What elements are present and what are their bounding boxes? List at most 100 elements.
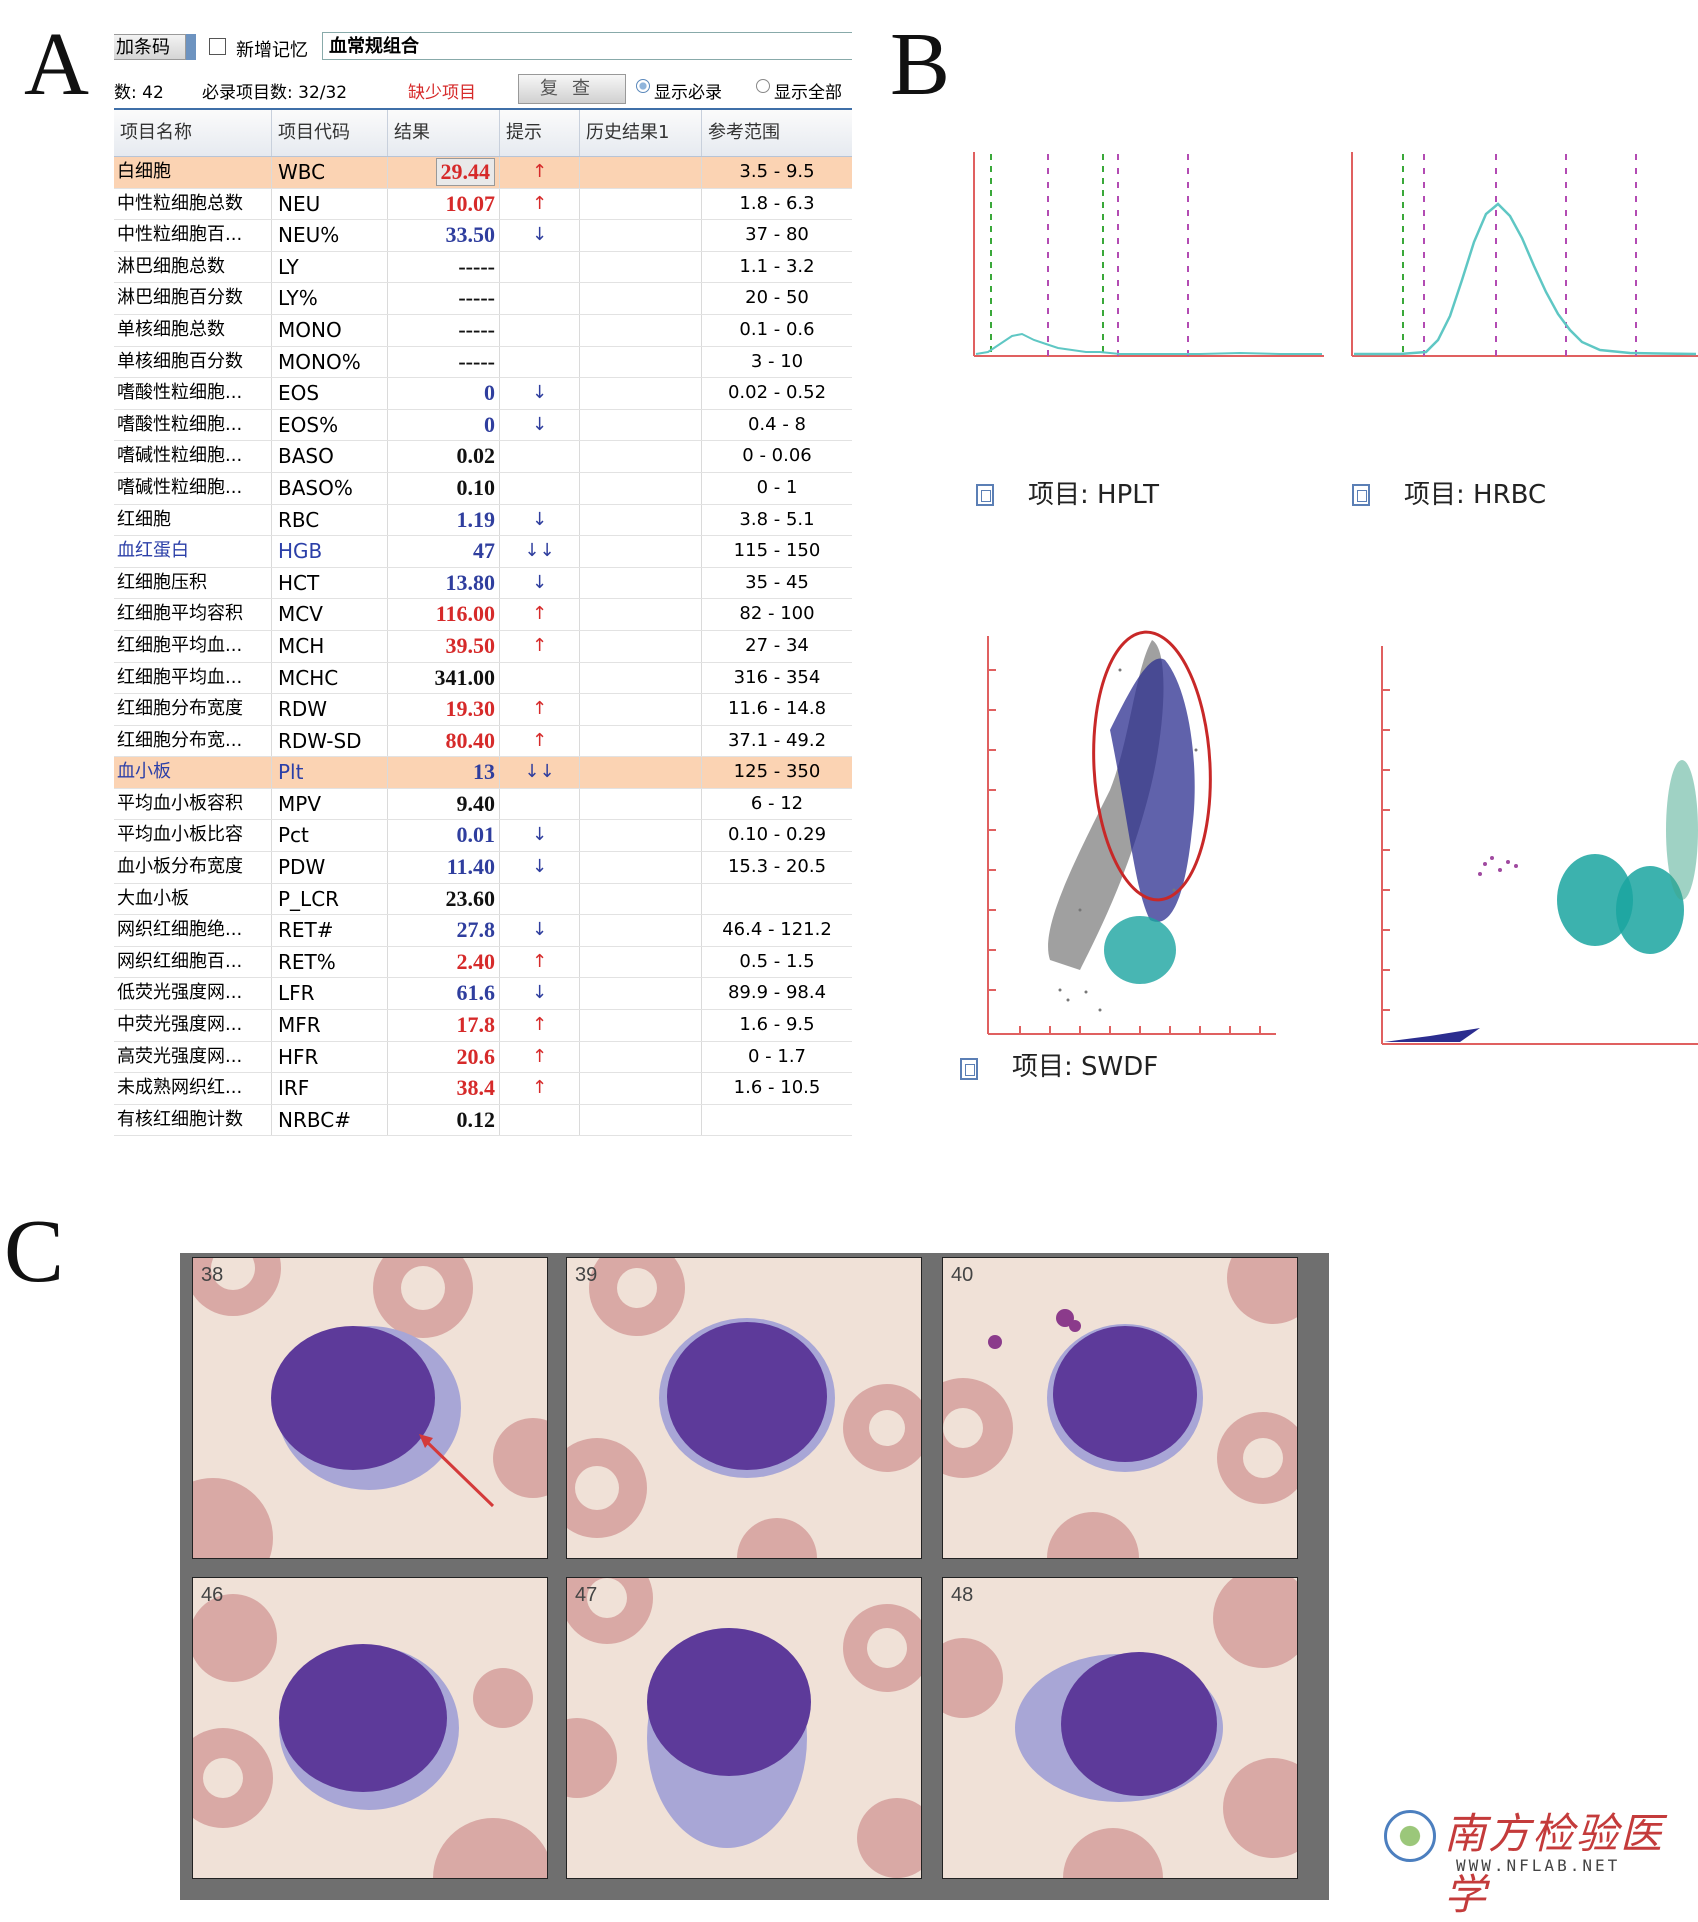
- result-row[interactable]: 大血小板 P_LCR 23.60: [114, 883, 852, 916]
- item-code-cell: PDW: [272, 852, 388, 883]
- result-row[interactable]: 淋巴细胞总数 LY ----- 1.1 - 3.2: [114, 251, 852, 284]
- show-required-radio[interactable]: [636, 79, 650, 93]
- result-cell[interactable]: -----: [388, 251, 500, 283]
- result-cell[interactable]: 13.80: [388, 567, 500, 599]
- result-row[interactable]: 血小板 Plt 13 ↓↓ 125 - 350: [114, 757, 852, 789]
- result-row[interactable]: 嗜酸性粒细胞... EOS 0 ↓ 0.02 - 0.52: [114, 378, 852, 410]
- analyzer-plots-svg: [973, 152, 1698, 1045]
- result-row[interactable]: 中荧光强度网... MFR 17.8 ↑ 1.6 - 9.5: [114, 1010, 852, 1042]
- flag-cell: ↓: [500, 378, 580, 409]
- show-all-radio[interactable]: [756, 79, 770, 93]
- smear-tile[interactable]: 38: [192, 1257, 548, 1559]
- smear-tile[interactable]: 46: [192, 1577, 548, 1879]
- col-header-code[interactable]: 项目代码: [272, 110, 388, 156]
- reference-range-cell: 15.3 - 20.5: [727, 856, 827, 878]
- result-cell[interactable]: 116.00: [388, 599, 500, 630]
- smear-tile[interactable]: 40: [942, 1257, 1298, 1559]
- result-cell[interactable]: 0.12: [388, 1104, 500, 1136]
- result-row[interactable]: 平均血小板容积 MPV 9.40 6 - 12: [114, 788, 852, 821]
- result-cell[interactable]: 0.01: [388, 820, 500, 852]
- col-header-reference[interactable]: 参考范围: [708, 122, 780, 143]
- missing-items-link[interactable]: 缺少项目: [408, 83, 476, 103]
- flag-cell: ↓: [500, 915, 580, 946]
- review-button[interactable]: 复查: [518, 74, 626, 104]
- hrbc-item-icon[interactable]: [1352, 484, 1370, 506]
- item-code-cell: MPV: [272, 788, 388, 820]
- result-row[interactable]: 白细胞 WBC 29.44 ↑ 3.5 - 9.5: [114, 157, 852, 189]
- result-cell[interactable]: 9.40: [388, 788, 500, 820]
- result-row[interactable]: 单核细胞总数 MONO ----- 0.1 - 0.6: [114, 314, 852, 347]
- item-name-cell: 嗜碱性粒细胞...: [114, 441, 272, 472]
- result-cell[interactable]: 17.8: [388, 1010, 500, 1041]
- result-row[interactable]: 未成熟网织红... IRF 38.4 ↑ 1.6 - 10.5: [114, 1073, 852, 1105]
- result-row[interactable]: 淋巴细胞百分数 LY% ----- 20 - 50: [114, 283, 852, 315]
- result-cell[interactable]: 0: [388, 378, 500, 409]
- col-header-history[interactable]: 历史结果1: [580, 110, 702, 156]
- result-row[interactable]: 红细胞平均血... MCH 39.50 ↑ 27 - 34: [114, 630, 852, 663]
- result-cell[interactable]: 29.44: [388, 157, 500, 188]
- hplt-item-icon[interactable]: [976, 484, 994, 506]
- flag-cell: ↑: [500, 1041, 580, 1073]
- result-value-box[interactable]: 29.44: [435, 158, 495, 186]
- result-row[interactable]: 红细胞分布宽度 RDW 19.30 ↑ 11.6 - 14.8: [114, 694, 852, 726]
- result-row[interactable]: 平均血小板比容 Pct 0.01 ↓ 0.10 - 0.29: [114, 820, 852, 853]
- result-row[interactable]: 红细胞平均容积 MCV 116.00 ↑ 82 - 100: [114, 599, 852, 631]
- result-cell[interactable]: -----: [388, 314, 500, 346]
- result-cell[interactable]: 23.60: [388, 883, 500, 915]
- result-row[interactable]: 红细胞压积 HCT 13.80 ↓ 35 - 45: [114, 567, 852, 600]
- col-header-result[interactable]: 结果: [388, 110, 500, 156]
- result-cell[interactable]: 10.07: [388, 188, 500, 220]
- reference-range-cell: 3 - 10: [750, 350, 804, 372]
- result-row[interactable]: 血红蛋白 HGB 47 ↓↓ 115 - 150: [114, 536, 852, 568]
- result-cell[interactable]: 0.02: [388, 441, 500, 472]
- reference-range-cell: 0.4 - 8: [747, 413, 807, 435]
- smear-tile[interactable]: 39: [566, 1257, 922, 1559]
- result-row[interactable]: 网织红细胞绝... RET# 27.8 ↓ 46.4 - 121.2: [114, 915, 852, 947]
- result-cell[interactable]: 38.4: [388, 1073, 500, 1104]
- result-cell[interactable]: 80.40: [388, 725, 500, 757]
- result-row[interactable]: 红细胞平均血... MCHC 341.00 316 - 354: [114, 662, 852, 695]
- item-code-cell: LY: [272, 251, 388, 283]
- result-row[interactable]: 有核红细胞计数 NRBC# 0.12: [114, 1104, 852, 1137]
- reference-range-cell: 1.6 - 10.5: [733, 1077, 821, 1099]
- test-group-combo[interactable]: 血常规组合: [322, 32, 852, 60]
- col-header-flag[interactable]: 提示: [500, 110, 580, 156]
- result-cell[interactable]: 33.50: [388, 220, 500, 251]
- add-barcode-button[interactable]: 加条码: [114, 34, 186, 60]
- col-header-name[interactable]: 项目名称: [114, 110, 272, 156]
- result-cell[interactable]: 19.30: [388, 694, 500, 725]
- result-cell[interactable]: 20.6: [388, 1041, 500, 1073]
- result-cell[interactable]: 11.40: [388, 852, 500, 883]
- result-cell[interactable]: -----: [388, 283, 500, 314]
- result-cell[interactable]: 47: [388, 536, 500, 567]
- result-row[interactable]: 中性粒细胞总数 NEU 10.07 ↑ 1.8 - 6.3: [114, 188, 852, 221]
- result-row[interactable]: 嗜碱性粒细胞... BASO 0.02 0 - 0.06: [114, 441, 852, 473]
- smear-tile[interactable]: 47: [566, 1577, 922, 1879]
- reference-range-cell: 0.10 - 0.29: [727, 824, 827, 846]
- result-cell[interactable]: 13: [388, 757, 500, 788]
- result-row[interactable]: 网织红细胞百... RET% 2.40 ↑ 0.5 - 1.5: [114, 946, 852, 979]
- result-cell[interactable]: 27.8: [388, 915, 500, 946]
- item-code-cell: WBC: [272, 157, 388, 188]
- smear-tile[interactable]: 48: [942, 1577, 1298, 1879]
- result-cell[interactable]: 341.00: [388, 662, 500, 694]
- result-cell[interactable]: 1.19: [388, 504, 500, 536]
- result-row[interactable]: 血小板分布宽度 PDW 11.40 ↓ 15.3 - 20.5: [114, 852, 852, 884]
- new-memory-checkbox[interactable]: [209, 38, 226, 55]
- result-cell[interactable]: -----: [388, 346, 500, 378]
- result-cell[interactable]: 39.50: [388, 630, 500, 662]
- result-row[interactable]: 单核细胞百分数 MONO% ----- 3 - 10: [114, 346, 852, 379]
- result-cell[interactable]: 0: [388, 409, 500, 441]
- result-row[interactable]: 红细胞分布宽... RDW-SD 80.40 ↑ 37.1 - 49.2: [114, 725, 852, 758]
- result-cell[interactable]: 61.6: [388, 978, 500, 1010]
- result-row[interactable]: 嗜酸性粒细胞... EOS% 0 ↓ 0.4 - 8: [114, 409, 852, 442]
- result-row[interactable]: 红细胞 RBC 1.19 ↓ 3.8 - 5.1: [114, 504, 852, 537]
- result-row[interactable]: 高荧光强度网... HFR 20.6 ↑ 0 - 1.7: [114, 1041, 852, 1074]
- result-row[interactable]: 嗜碱性粒细胞... BASO% 0.10 0 - 1: [114, 472, 852, 505]
- swdf-item-icon[interactable]: [960, 1058, 978, 1080]
- result-cell[interactable]: 0.10: [388, 472, 500, 504]
- result-row[interactable]: 中性粒细胞百... NEU% 33.50 ↓ 37 - 80: [114, 220, 852, 252]
- result-row[interactable]: 低荧光强度网... LFR 61.6 ↓ 89.9 - 98.4: [114, 978, 852, 1011]
- history-cell: [580, 1073, 702, 1104]
- result-cell[interactable]: 2.40: [388, 946, 500, 978]
